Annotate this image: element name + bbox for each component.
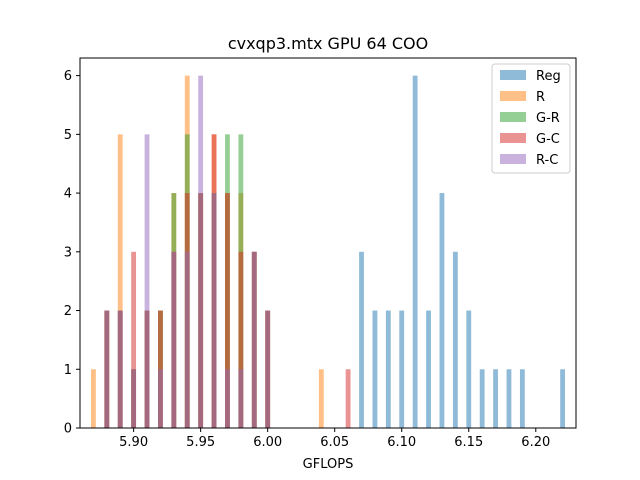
legend-swatch xyxy=(500,154,526,164)
bar-reg xyxy=(479,369,485,428)
legend-label: Reg xyxy=(536,69,561,84)
legend-label: R xyxy=(536,90,545,105)
bar-reg xyxy=(399,310,405,428)
x-tick-label: 6.00 xyxy=(253,435,282,450)
x-tick-label: 6.05 xyxy=(320,435,349,450)
x-tick-label: 6.15 xyxy=(454,435,483,450)
x-tick-label: 6.20 xyxy=(521,435,550,450)
bar-r-c xyxy=(265,310,271,428)
bar-r-c xyxy=(144,134,150,428)
legend-swatch xyxy=(500,70,526,80)
legend: Reg R G-R G-C R-C xyxy=(491,63,571,174)
bar-reg xyxy=(452,251,458,428)
y-tick-label: 3 xyxy=(64,245,72,260)
chart-title: cvxqp3.mtx GPU 64 COO xyxy=(228,34,428,53)
x-tick-label: 6.10 xyxy=(387,435,416,450)
bar-r-c xyxy=(171,251,177,428)
plot-frame xyxy=(79,57,577,429)
bar-reg xyxy=(372,310,378,428)
y-tick-label: 4 xyxy=(64,187,72,202)
y-tick-label: 0 xyxy=(64,422,72,437)
bar-reg xyxy=(412,75,418,428)
x-axis-label: GFLOPS xyxy=(303,457,354,472)
bar-r-c xyxy=(104,310,110,428)
bar-reg xyxy=(426,310,431,428)
bar-r-c xyxy=(211,193,217,428)
bar-reg xyxy=(560,369,566,428)
bar-reg xyxy=(439,193,445,428)
bar-r-c xyxy=(225,369,230,428)
bar-r-c xyxy=(238,369,244,428)
legend-label: G-R xyxy=(536,111,560,126)
bar-r-c xyxy=(251,251,257,428)
bar-reg xyxy=(493,369,498,428)
bar-g-c xyxy=(225,193,230,428)
bar-reg xyxy=(466,310,472,428)
y-tick-label: 6 xyxy=(64,69,72,84)
x-tick-label: 5.90 xyxy=(119,435,148,450)
bar-r-c xyxy=(184,251,190,428)
bar-g-c xyxy=(238,251,244,428)
bar-reg xyxy=(385,310,391,428)
bars-layer xyxy=(90,75,566,428)
y-axis: 0 1 2 3 4 5 6 xyxy=(64,69,80,437)
bar-reg xyxy=(359,251,364,428)
legend-swatch xyxy=(500,133,526,143)
bar-r xyxy=(318,369,324,428)
legend-swatch xyxy=(500,91,526,101)
y-tick-label: 5 xyxy=(64,128,72,143)
legend-swatch xyxy=(500,112,526,122)
bar-r xyxy=(90,369,96,428)
legend-label: G-C xyxy=(536,132,560,147)
x-tick-label: 5.95 xyxy=(186,435,215,450)
bar-reg xyxy=(506,369,512,428)
bar-r-c xyxy=(158,369,163,428)
bar-g-c xyxy=(131,251,137,428)
x-axis: 5.90 5.95 6.00 6.05 6.10 6.15 6.20 xyxy=(119,428,550,450)
bar-r-c xyxy=(117,310,123,428)
y-tick-label: 1 xyxy=(64,363,72,378)
bar-g-c xyxy=(345,369,351,428)
bar-r-c xyxy=(198,75,204,428)
bar-r-c xyxy=(131,369,137,428)
bar-reg xyxy=(519,369,525,428)
bar-r xyxy=(117,134,123,428)
legend-label: R-C xyxy=(536,153,558,168)
y-tick-label: 2 xyxy=(64,304,72,319)
